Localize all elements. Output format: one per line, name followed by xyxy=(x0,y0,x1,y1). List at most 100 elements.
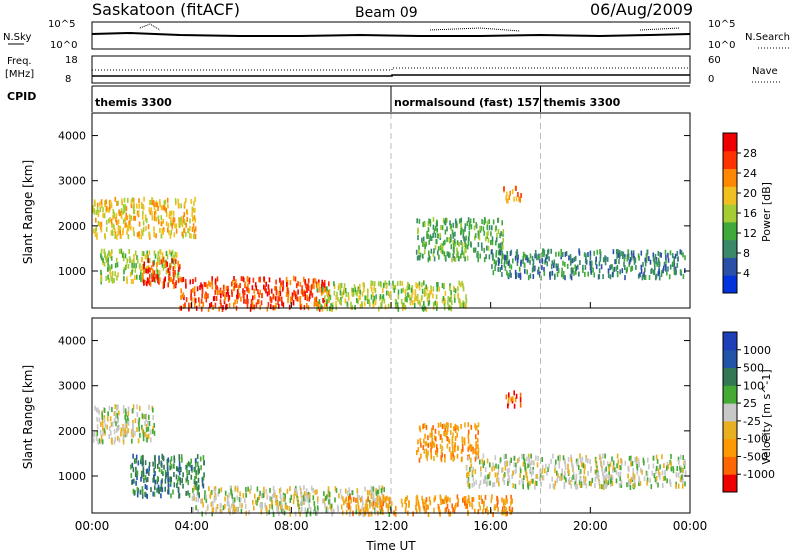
heatmap-cell xyxy=(256,500,258,506)
heatmap-cell xyxy=(679,454,682,460)
heatmap-cell xyxy=(186,467,188,473)
heatmap-cell xyxy=(492,270,495,276)
heatmap-cell xyxy=(124,223,126,228)
heatmap-cell xyxy=(603,460,605,466)
heatmap-cell xyxy=(345,509,348,515)
heatmap-cell xyxy=(299,304,302,310)
heatmap-cell xyxy=(446,424,449,430)
heatmap-cell xyxy=(215,284,217,290)
heatmap-cell xyxy=(435,294,438,300)
heatmap-cell xyxy=(640,269,643,274)
heatmap-cell xyxy=(656,261,658,267)
heatmap-cell xyxy=(370,494,373,500)
heatmap-cell xyxy=(168,213,171,219)
heatmap-cell xyxy=(561,475,564,480)
heatmap-cell xyxy=(418,218,421,224)
heatmap-cell xyxy=(137,419,140,425)
heatmap-cell xyxy=(522,256,524,261)
heatmap-cell xyxy=(111,407,113,412)
heatmap-cell xyxy=(138,422,140,427)
heatmap-cell xyxy=(156,262,158,268)
heatmap-cell xyxy=(306,492,308,498)
heatmap-cell xyxy=(444,229,447,235)
heatmap-cell xyxy=(124,217,126,223)
heatmap-cell xyxy=(220,302,222,308)
heatmap-cell xyxy=(154,463,156,469)
heatmap-cell xyxy=(497,470,500,475)
heatmap-cell xyxy=(436,227,438,233)
heatmap-cell xyxy=(495,250,498,255)
heatmap-cell xyxy=(650,267,653,273)
heatmap-cell xyxy=(604,483,606,489)
heatmap-cell xyxy=(203,472,205,478)
heatmap-cell xyxy=(225,291,228,297)
heatmap-cell xyxy=(432,293,434,299)
heatmap-cell xyxy=(218,488,220,494)
heatmap-cell xyxy=(622,251,625,257)
heatmap-cell xyxy=(430,285,432,291)
heatmap-cell xyxy=(136,210,139,216)
heatmap-cell xyxy=(214,489,216,495)
heatmap-cell xyxy=(413,303,416,308)
heatmap-cell xyxy=(153,226,155,232)
heatmap-cell xyxy=(327,295,329,301)
heatmap-cell xyxy=(607,273,610,279)
heatmap-cell xyxy=(130,225,132,231)
heatmap-cell xyxy=(355,509,358,515)
heatmap-cell xyxy=(103,213,105,219)
heatmap-cell xyxy=(537,266,540,272)
heatmap-cell xyxy=(181,231,184,237)
heatmap-cell xyxy=(333,508,335,514)
heatmap-cell xyxy=(468,225,471,231)
heatmap-cell xyxy=(584,271,586,277)
heatmap-cell xyxy=(157,256,159,262)
heatmap-cell xyxy=(519,392,522,398)
heatmap-cell xyxy=(633,474,636,480)
heatmap-cell xyxy=(683,464,686,469)
heatmap-cell xyxy=(515,393,518,399)
freq-line xyxy=(92,74,690,77)
heatmap-cell xyxy=(178,223,181,229)
heatmap-cell xyxy=(100,421,102,427)
heatmap-cell xyxy=(583,477,585,483)
heatmap-cell xyxy=(150,265,153,271)
heatmap-cell xyxy=(585,258,587,264)
heatmap-cell xyxy=(223,299,226,305)
heatmap-cell xyxy=(139,405,141,411)
heatmap-cell xyxy=(383,487,385,493)
heatmap-cell xyxy=(575,478,578,484)
heatmap-cell xyxy=(308,497,311,503)
heatmap-cell xyxy=(191,495,194,501)
heatmap-cell xyxy=(277,295,280,301)
heatmap-cell xyxy=(164,486,166,492)
heatmap-cell xyxy=(359,283,361,289)
heatmap-cell xyxy=(138,198,140,204)
heatmap-cell xyxy=(336,504,339,510)
heatmap-cell xyxy=(131,429,133,435)
heatmap-cell xyxy=(530,460,533,465)
colorbar-swatch xyxy=(723,150,737,170)
heatmap-cell xyxy=(383,498,386,504)
heatmap-cell xyxy=(460,223,462,228)
heatmap-cell xyxy=(643,476,646,482)
heatmap-cell xyxy=(500,247,503,253)
heatmap-cell xyxy=(609,265,611,271)
heatmap-cell xyxy=(245,299,247,305)
heatmap-cell xyxy=(682,479,684,484)
heatmap-cell xyxy=(463,497,465,503)
heatmap-cell xyxy=(405,296,407,302)
heatmap-cell xyxy=(131,259,133,265)
heatmap-cell xyxy=(201,284,203,290)
heatmap-cell xyxy=(133,215,135,221)
heatmap-cell xyxy=(272,512,275,518)
heatmap-cell xyxy=(260,506,262,512)
heatmap-cell xyxy=(461,302,463,308)
heatmap-cell xyxy=(422,502,425,508)
heatmap-cell xyxy=(541,252,543,258)
heatmap-cell xyxy=(200,298,203,304)
heatmap-cell xyxy=(606,482,608,488)
heatmap-cell xyxy=(675,483,677,489)
heatmap-cell xyxy=(161,462,163,468)
heatmap-cell xyxy=(540,481,542,487)
heatmap-cell xyxy=(454,447,456,453)
